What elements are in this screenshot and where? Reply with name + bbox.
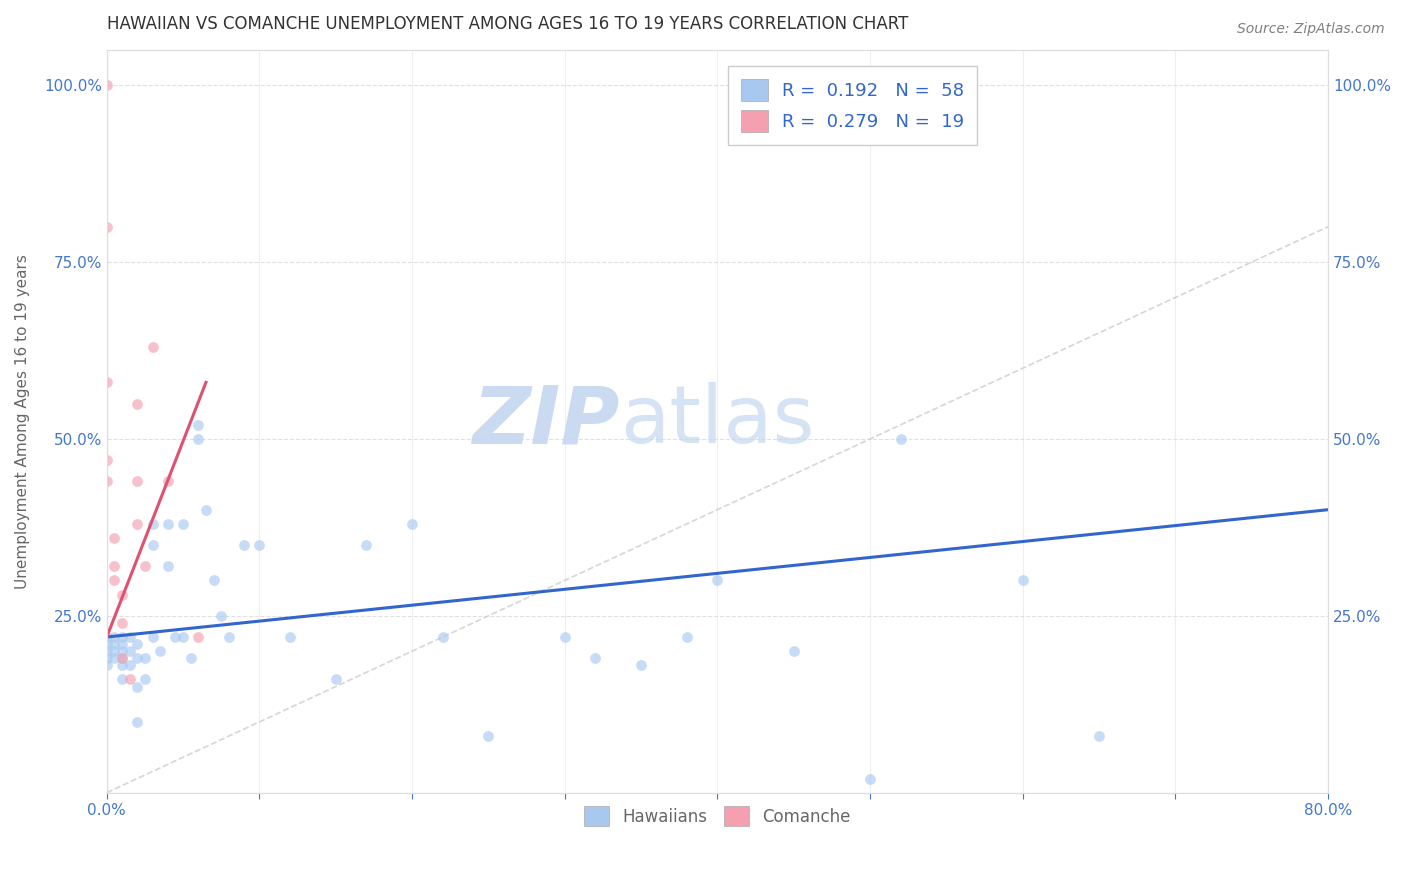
Point — [111, 615, 134, 630]
Point — [477, 729, 499, 743]
Text: HAWAIIAN VS COMANCHE UNEMPLOYMENT AMONG AGES 16 TO 19 YEARS CORRELATION CHART: HAWAIIAN VS COMANCHE UNEMPLOYMENT AMONG … — [107, 15, 908, 33]
Point — [111, 588, 134, 602]
Point — [103, 651, 125, 665]
Point — [249, 538, 271, 552]
Point — [103, 531, 125, 545]
Point — [1088, 729, 1111, 743]
Point — [890, 432, 912, 446]
Point — [96, 475, 118, 489]
Point — [706, 574, 728, 588]
Point — [172, 516, 194, 531]
Point — [134, 651, 156, 665]
Point — [187, 432, 209, 446]
Point — [96, 453, 118, 467]
Point — [142, 516, 165, 531]
Point — [127, 516, 149, 531]
Point — [111, 658, 134, 673]
Point — [142, 538, 165, 552]
Legend: Hawaiians, Comanche: Hawaiians, Comanche — [574, 796, 860, 837]
Point — [195, 502, 218, 516]
Point — [156, 475, 179, 489]
Point — [180, 651, 202, 665]
Point — [103, 630, 125, 644]
Point — [233, 538, 256, 552]
Point — [156, 559, 179, 574]
Point — [118, 644, 141, 658]
Point — [103, 637, 125, 651]
Point — [401, 516, 423, 531]
Point — [432, 630, 454, 644]
Point — [118, 658, 141, 673]
Point — [127, 714, 149, 729]
Point — [278, 630, 301, 644]
Point — [111, 637, 134, 651]
Point — [134, 673, 156, 687]
Point — [103, 574, 125, 588]
Point — [187, 417, 209, 432]
Point — [325, 673, 347, 687]
Text: ZIP: ZIP — [472, 383, 620, 460]
Point — [218, 630, 240, 644]
Point — [96, 658, 118, 673]
Point — [356, 538, 378, 552]
Point — [103, 559, 125, 574]
Point — [1011, 574, 1033, 588]
Point — [111, 651, 134, 665]
Point — [96, 651, 118, 665]
Point — [118, 673, 141, 687]
Point — [127, 637, 149, 651]
Point — [209, 608, 232, 623]
Point — [111, 673, 134, 687]
Point — [142, 340, 165, 354]
Point — [96, 78, 118, 93]
Text: Source: ZipAtlas.com: Source: ZipAtlas.com — [1237, 22, 1385, 37]
Point — [202, 574, 225, 588]
Point — [630, 658, 652, 673]
Point — [676, 630, 699, 644]
Point — [96, 644, 118, 658]
Point — [172, 630, 194, 644]
Point — [96, 630, 118, 644]
Point — [96, 376, 118, 390]
Point — [127, 651, 149, 665]
Y-axis label: Unemployment Among Ages 16 to 19 years: Unemployment Among Ages 16 to 19 years — [15, 254, 30, 589]
Point — [103, 644, 125, 658]
Point — [149, 644, 172, 658]
Point — [134, 559, 156, 574]
Point — [165, 630, 187, 644]
Point — [142, 630, 165, 644]
Point — [859, 772, 882, 786]
Point — [96, 219, 118, 234]
Point — [118, 630, 141, 644]
Point — [111, 644, 134, 658]
Point — [111, 651, 134, 665]
Point — [583, 651, 606, 665]
Point — [156, 516, 179, 531]
Point — [111, 630, 134, 644]
Point — [127, 396, 149, 410]
Point — [127, 475, 149, 489]
Text: atlas: atlas — [620, 383, 814, 460]
Point — [187, 630, 209, 644]
Point — [96, 637, 118, 651]
Point — [127, 680, 149, 694]
Point — [783, 644, 806, 658]
Point — [554, 630, 576, 644]
